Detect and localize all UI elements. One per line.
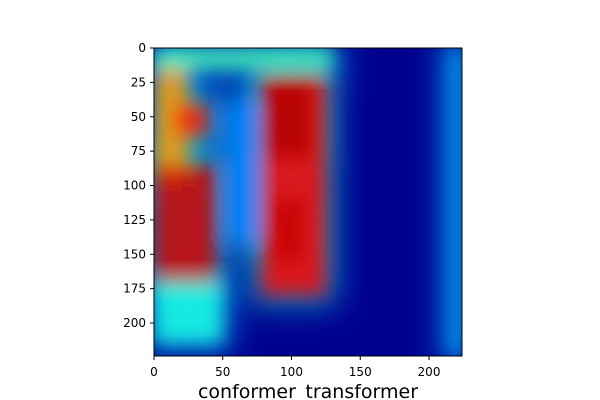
y-tick-label-8: 200 <box>123 316 146 330</box>
heatmap-region-1 <box>174 103 209 138</box>
y-tick-label-2: 50 <box>131 110 146 124</box>
y-tick-label-6: 150 <box>123 247 146 261</box>
heatmap-region-7 <box>229 103 258 241</box>
y-axis: 0 25 50 75 100 125 150 175 200 <box>123 41 154 330</box>
heatmap-region-2 <box>154 164 216 289</box>
x-tick-label-1: 50 <box>215 365 230 379</box>
x-axis: 0 50 100 150 200 <box>150 356 440 379</box>
x-tick-label-0: 0 <box>150 365 158 379</box>
x-tick-label-2: 100 <box>280 365 303 379</box>
x-tick-label-4: 200 <box>418 365 441 379</box>
y-tick-label-0: 0 <box>138 41 146 55</box>
heatmap-cells <box>154 48 462 356</box>
y-tick-label-3: 75 <box>131 144 146 158</box>
heatmap-region-6 <box>270 199 306 262</box>
y-tick-label-4: 100 <box>123 179 146 193</box>
heatmap-region-9 <box>449 48 462 356</box>
x-axis-label: conformer_transformer <box>198 381 418 400</box>
plot-frame <box>153 47 463 357</box>
heatmap-region-5 <box>264 82 313 158</box>
y-tick-label-1: 25 <box>131 75 146 89</box>
y-tick-label-7: 175 <box>123 282 146 296</box>
heatmap-region-8 <box>154 48 333 69</box>
y-tick-label-5: 125 <box>123 213 146 227</box>
x-tick-label-3: 150 <box>349 365 372 379</box>
heatmap-region-3 <box>154 281 223 344</box>
plot-area <box>154 48 462 356</box>
